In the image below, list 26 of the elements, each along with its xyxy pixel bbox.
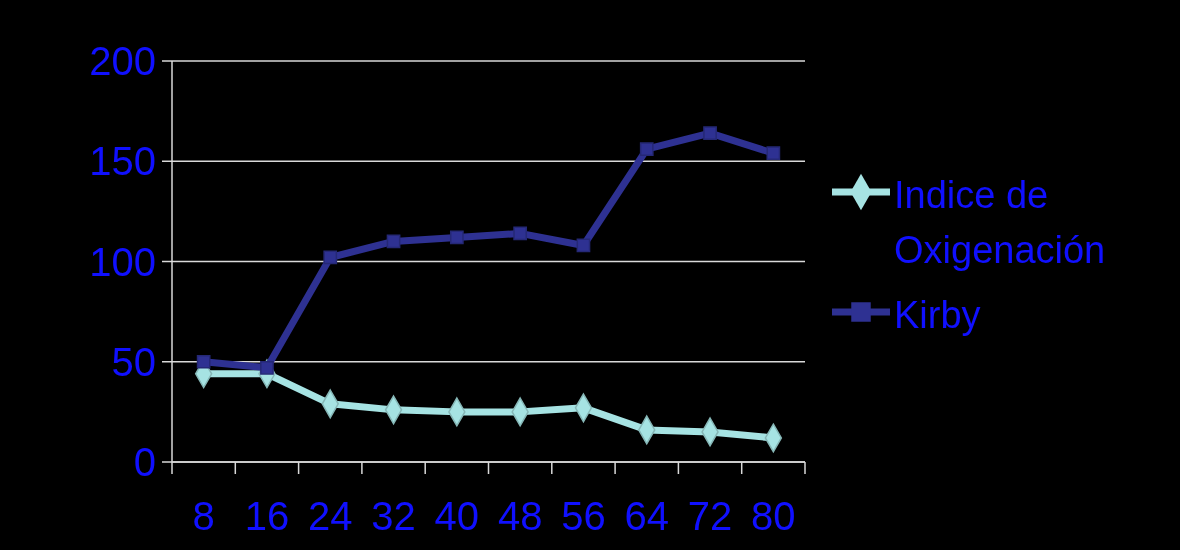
point	[639, 142, 654, 157]
x-tick-label: 48	[497, 494, 543, 538]
point	[513, 226, 528, 241]
x-tick-label: 80	[751, 494, 796, 538]
legend-label: Indice de Oxigenación	[894, 174, 1106, 272]
point	[386, 234, 401, 249]
legend-label: Kirby	[894, 294, 981, 337]
point	[576, 238, 591, 253]
point	[703, 126, 717, 141]
y-tick-label: 100	[89, 239, 156, 284]
x-tick-label: 32	[371, 494, 416, 538]
y-tick-label: 150	[89, 139, 156, 184]
x-tick-label: 56	[561, 494, 606, 538]
y-tick-label: 0	[133, 440, 156, 484]
x-tick-label: 64	[624, 494, 669, 538]
x-tick-label: 40	[434, 494, 480, 538]
y-tick-label: 50	[111, 339, 156, 384]
point	[766, 146, 781, 161]
x-tick-label: 16	[244, 494, 290, 538]
point	[449, 230, 464, 245]
y-tick-label: 200	[89, 39, 156, 83]
point	[196, 354, 211, 369]
x-tick-label: 24	[308, 494, 353, 538]
x-tick-label: 72	[687, 494, 733, 538]
point	[323, 250, 338, 265]
x-tick-label: 8	[192, 494, 215, 538]
